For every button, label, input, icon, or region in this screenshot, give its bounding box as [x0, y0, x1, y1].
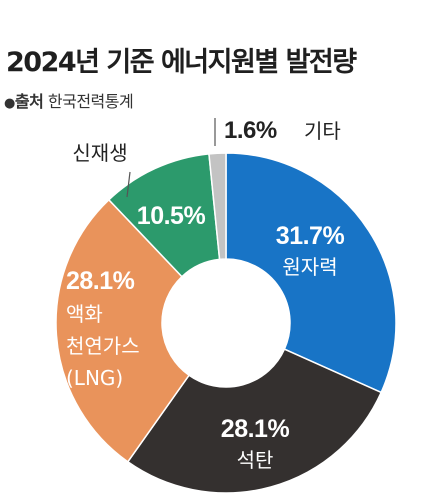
category-label-2-line-0: 액화 [66, 302, 103, 326]
slice-4 [208, 152, 227, 261]
slice-0 [225, 152, 397, 394]
source-label: 출처 [14, 92, 44, 111]
category-label-2-line-2: (LNG) [66, 366, 123, 390]
category-label-2-line-1: 천연가스 [66, 334, 140, 358]
bullet-icon: ● [4, 96, 15, 111]
value-label-1: 28.1% [221, 415, 290, 443]
value-label-2: 28.1% [66, 267, 135, 295]
value-label-0: 31.7% [276, 222, 345, 250]
category-label-4: 기타 [304, 119, 341, 143]
category-label-1-line-0: 석탄 [237, 448, 274, 472]
category-label-0-line-0: 원자력 [282, 255, 337, 279]
chart-title: 2024년 기준 에너지원별 발전량 [6, 47, 357, 78]
slice-1 [126, 348, 383, 494]
category-label-3: 신재생 [72, 141, 127, 165]
value-label-3: 10.5% [137, 202, 206, 230]
leader-line-renewable [126, 171, 131, 198]
value-label-4: 1.6% [224, 117, 277, 144]
source-note: ●출처 한국전력통계 [4, 88, 134, 112]
source-text: 한국전력통계 [47, 92, 134, 111]
slice-2 [55, 198, 191, 463]
